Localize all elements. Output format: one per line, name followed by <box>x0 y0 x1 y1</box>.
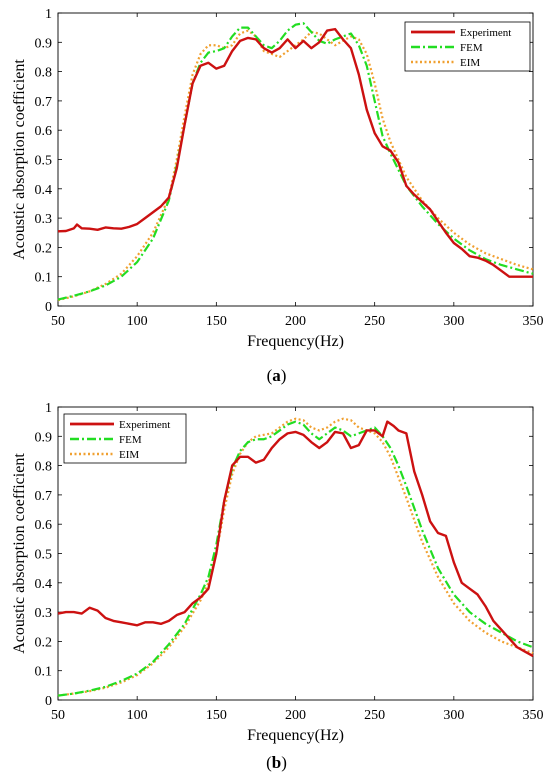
x-tick-label: 250 <box>364 708 385 723</box>
x-tick-label: 350 <box>523 708 544 723</box>
chart-a: 50 100 150 200 250 300 350 0 0.1 0.2 0.3 0.4 0.5 0.6 0… <box>11 7 544 385</box>
x-axis-label: Frequency(Hz) <box>247 333 344 350</box>
x-tick-label: 250 <box>364 314 385 329</box>
x-tick-label: 300 <box>443 314 464 329</box>
legend-label-experiment: Experiment <box>460 27 511 39</box>
y-tick-label: 0 <box>45 300 52 315</box>
x-tick-label: 350 <box>523 314 544 329</box>
x-tick-label: 300 <box>443 708 464 723</box>
y-axis-label: Acoustic absorption coefficient <box>11 59 28 260</box>
y-tick-label: 0.5 <box>35 548 53 563</box>
figure-caption: (b) <box>266 753 287 772</box>
y-tick-label: 0.6 <box>35 518 53 533</box>
chart-b: 50 100 150 200 250 300 350 0 0.1 0.2 0.3 0.4 0.5 0.6 0… <box>11 401 544 772</box>
caption-letter: b <box>272 753 281 772</box>
y-tick-label: 0.2 <box>35 635 53 650</box>
y-tick-label: 0.7 <box>35 489 53 504</box>
legend-label-experiment: Experiment <box>119 419 170 431</box>
y-tick-label: 0.5 <box>35 154 53 169</box>
series-line-experiment <box>57 27 533 278</box>
y-tick-label: 0.1 <box>35 271 53 286</box>
y-tick-label: 0.9 <box>35 430 53 445</box>
legend-label-eim: EIM <box>119 449 139 461</box>
y-tick-label: 0.3 <box>35 606 53 621</box>
x-tick-label: 150 <box>206 708 227 723</box>
y-tick-label: 0.1 <box>35 665 53 680</box>
legend-label-fem: FEM <box>460 42 483 54</box>
y-tick-label: 0 <box>45 694 52 709</box>
x-tick-label: 100 <box>127 708 148 723</box>
series-line-experiment <box>57 420 534 658</box>
x-tick-label: 50 <box>51 314 65 329</box>
y-tick-label: 0.8 <box>35 66 53 81</box>
series-line-eim <box>57 417 534 697</box>
x-tick-label: 200 <box>285 708 306 723</box>
x-tick-label: 150 <box>206 314 227 329</box>
x-tick-label: 200 <box>285 314 306 329</box>
legend: Experiment FEM EIM <box>404 21 531 72</box>
y-tick-label: 0.8 <box>35 460 53 475</box>
x-tick-label: 100 <box>127 314 148 329</box>
x-axis-label: Frequency(Hz) <box>247 727 344 744</box>
legend: Experiment FEM EIM <box>63 413 187 464</box>
legend-label-fem: FEM <box>119 434 142 446</box>
y-tick-label: 0.3 <box>35 212 53 227</box>
y-tick-label: 1 <box>45 401 52 416</box>
y-tick-label: 0.2 <box>35 241 53 256</box>
y-tick-label: 0.4 <box>35 577 53 592</box>
caption-letter: a <box>272 366 281 385</box>
x-tick-label: 50 <box>51 708 65 723</box>
legend-label-eim: EIM <box>460 57 480 69</box>
series-line-fem <box>57 420 534 697</box>
y-axis-label: Acoustic absorption coefficient <box>11 453 28 654</box>
y-tick-label: 0.7 <box>35 95 53 110</box>
figure-caption: (a) <box>267 366 287 385</box>
y-tick-label: 0.6 <box>35 124 53 139</box>
y-tick-label: 0.4 <box>35 183 53 198</box>
y-tick-label: 0.9 <box>35 36 53 51</box>
y-tick-label: 1 <box>45 7 52 22</box>
